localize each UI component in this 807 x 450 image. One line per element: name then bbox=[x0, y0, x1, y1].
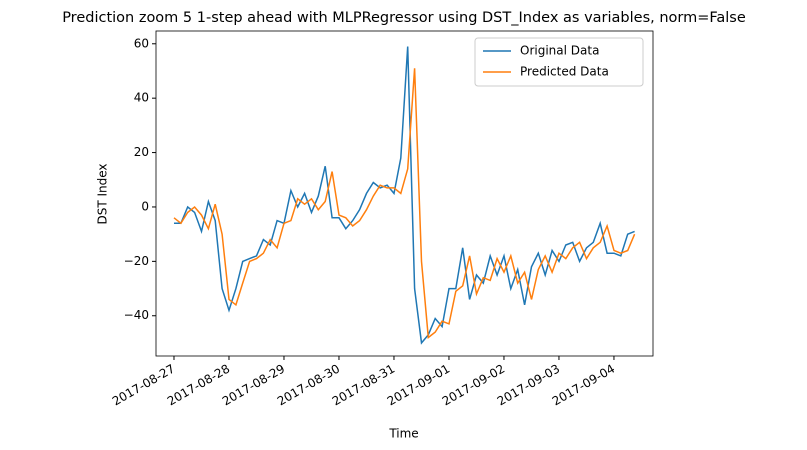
y-tick-label: 60 bbox=[134, 36, 149, 50]
legend: Original Data Predicted Data bbox=[474, 37, 644, 87]
x-tick-label: 2017-09-04 bbox=[550, 362, 617, 409]
x-axis-label: Time bbox=[388, 427, 418, 441]
legend-box bbox=[474, 37, 644, 87]
y-tick-label: 40 bbox=[134, 91, 149, 105]
legend-label: Predicted Data bbox=[520, 65, 609, 79]
y-tick-label: 0 bbox=[141, 199, 149, 213]
series-line bbox=[174, 46, 635, 345]
y-tick-label: 20 bbox=[134, 145, 149, 159]
plot-frame bbox=[155, 30, 654, 357]
chart-title: Prediction zoom 5 1-step ahead with MLPR… bbox=[62, 10, 746, 26]
legend-label: Original Data bbox=[520, 44, 599, 58]
y-axis-label: DST Index bbox=[96, 163, 110, 224]
series-line bbox=[173, 68, 636, 339]
y-tick-label: −20 bbox=[124, 254, 149, 268]
y-tick-label: −40 bbox=[124, 308, 149, 322]
